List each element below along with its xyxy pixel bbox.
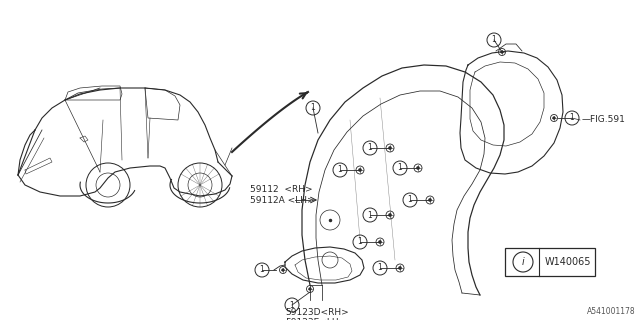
Text: 1: 1 xyxy=(310,103,316,113)
Circle shape xyxy=(308,288,312,291)
Text: —FIG.591: —FIG.591 xyxy=(582,116,626,124)
Circle shape xyxy=(417,166,420,170)
Circle shape xyxy=(428,198,431,202)
Circle shape xyxy=(388,213,392,217)
Text: i: i xyxy=(522,257,524,267)
Text: 1: 1 xyxy=(408,196,412,204)
Circle shape xyxy=(500,51,504,53)
Text: 1: 1 xyxy=(338,165,342,174)
Text: 1: 1 xyxy=(260,266,264,275)
Text: 59112  <RH>
59112A <LH>: 59112 <RH> 59112A <LH> xyxy=(250,185,315,205)
Circle shape xyxy=(358,168,362,172)
Text: 1: 1 xyxy=(570,114,574,123)
Text: 1: 1 xyxy=(367,211,372,220)
Text: 1: 1 xyxy=(290,300,294,309)
Text: 1: 1 xyxy=(378,263,382,273)
Text: 1: 1 xyxy=(367,143,372,153)
Circle shape xyxy=(282,268,284,271)
Circle shape xyxy=(378,240,381,244)
Circle shape xyxy=(388,147,392,149)
Text: 1: 1 xyxy=(492,36,497,44)
Circle shape xyxy=(398,266,402,269)
Text: W140065: W140065 xyxy=(545,257,591,267)
Bar xyxy=(505,248,595,276)
Text: 59123D<RH>
59123E<LH>: 59123D<RH> 59123E<LH> xyxy=(285,308,349,320)
Circle shape xyxy=(552,116,556,119)
Text: 1: 1 xyxy=(397,164,403,172)
Text: 1: 1 xyxy=(358,237,362,246)
Text: A541001178: A541001178 xyxy=(588,307,636,316)
